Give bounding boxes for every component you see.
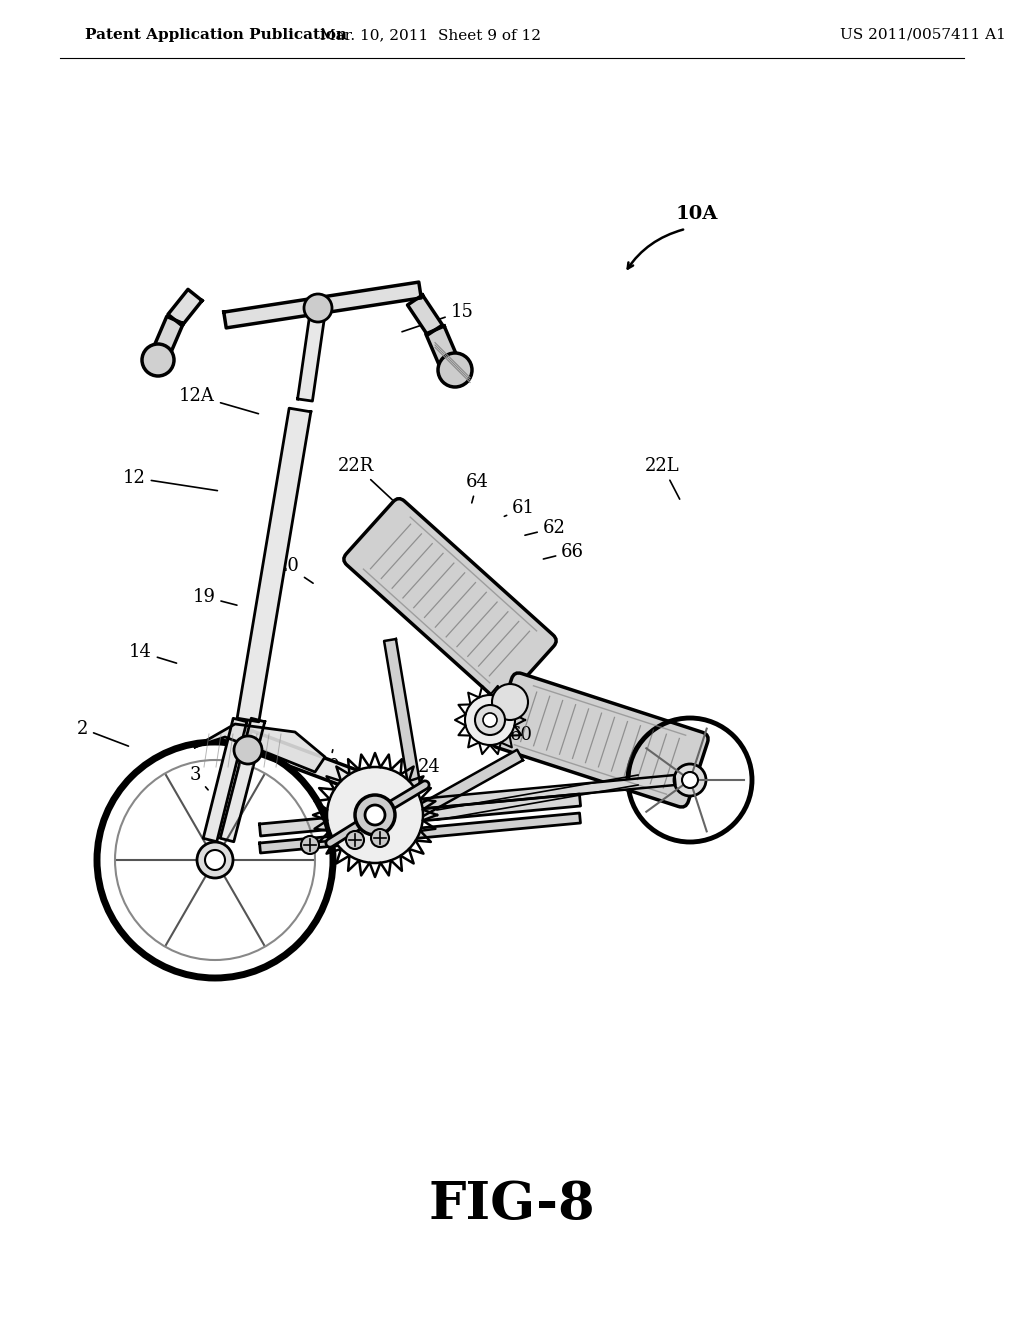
Circle shape: [438, 352, 472, 387]
Circle shape: [483, 713, 497, 727]
Text: 15: 15: [402, 302, 473, 331]
Circle shape: [301, 836, 319, 854]
Polygon shape: [238, 408, 311, 722]
Text: 66: 66: [544, 543, 584, 561]
FancyBboxPatch shape: [344, 499, 556, 701]
Polygon shape: [384, 639, 421, 791]
Polygon shape: [168, 289, 202, 326]
Circle shape: [205, 850, 225, 870]
Circle shape: [234, 737, 262, 764]
Text: 24: 24: [412, 751, 440, 776]
Text: 62: 62: [525, 519, 565, 537]
Text: 86: 86: [353, 775, 376, 803]
Text: 64: 64: [466, 473, 488, 503]
Text: 61: 61: [504, 499, 535, 517]
Circle shape: [346, 832, 364, 849]
Text: FIG-8: FIG-8: [429, 1180, 595, 1230]
Polygon shape: [203, 718, 247, 842]
Text: 20: 20: [276, 557, 313, 583]
Circle shape: [365, 805, 385, 825]
Text: 19: 19: [193, 587, 237, 606]
Text: 2: 2: [77, 719, 128, 746]
Text: 60: 60: [492, 721, 532, 744]
Text: 14: 14: [129, 643, 176, 663]
Circle shape: [475, 705, 505, 735]
Text: Patent Application Publication: Patent Application Publication: [85, 28, 347, 42]
Polygon shape: [245, 731, 358, 789]
FancyBboxPatch shape: [492, 673, 709, 807]
Circle shape: [142, 345, 174, 376]
Polygon shape: [224, 282, 421, 327]
Circle shape: [327, 767, 423, 863]
Circle shape: [674, 764, 706, 796]
Circle shape: [355, 795, 395, 836]
Text: 22R: 22R: [338, 457, 392, 500]
Text: US 2011/0057411 A1: US 2011/0057411 A1: [840, 28, 1006, 42]
Polygon shape: [354, 775, 676, 814]
Text: 12A: 12A: [179, 387, 258, 413]
Text: 3: 3: [189, 766, 208, 789]
Circle shape: [371, 829, 389, 847]
Circle shape: [465, 696, 515, 744]
Polygon shape: [152, 317, 183, 359]
Circle shape: [304, 294, 332, 322]
Polygon shape: [408, 294, 442, 335]
Circle shape: [492, 684, 528, 719]
Text: Mar. 10, 2011  Sheet 9 of 12: Mar. 10, 2011 Sheet 9 of 12: [319, 28, 541, 42]
Polygon shape: [259, 795, 581, 836]
Circle shape: [682, 772, 698, 788]
Polygon shape: [298, 309, 326, 401]
Text: 50: 50: [317, 750, 340, 776]
Polygon shape: [426, 326, 459, 368]
Text: 22L: 22L: [645, 457, 680, 499]
Circle shape: [197, 842, 233, 878]
Polygon shape: [220, 718, 265, 842]
Polygon shape: [259, 813, 581, 853]
Text: 12: 12: [123, 469, 217, 491]
Polygon shape: [195, 723, 325, 772]
Polygon shape: [392, 750, 523, 830]
Text: 10A: 10A: [676, 205, 718, 223]
